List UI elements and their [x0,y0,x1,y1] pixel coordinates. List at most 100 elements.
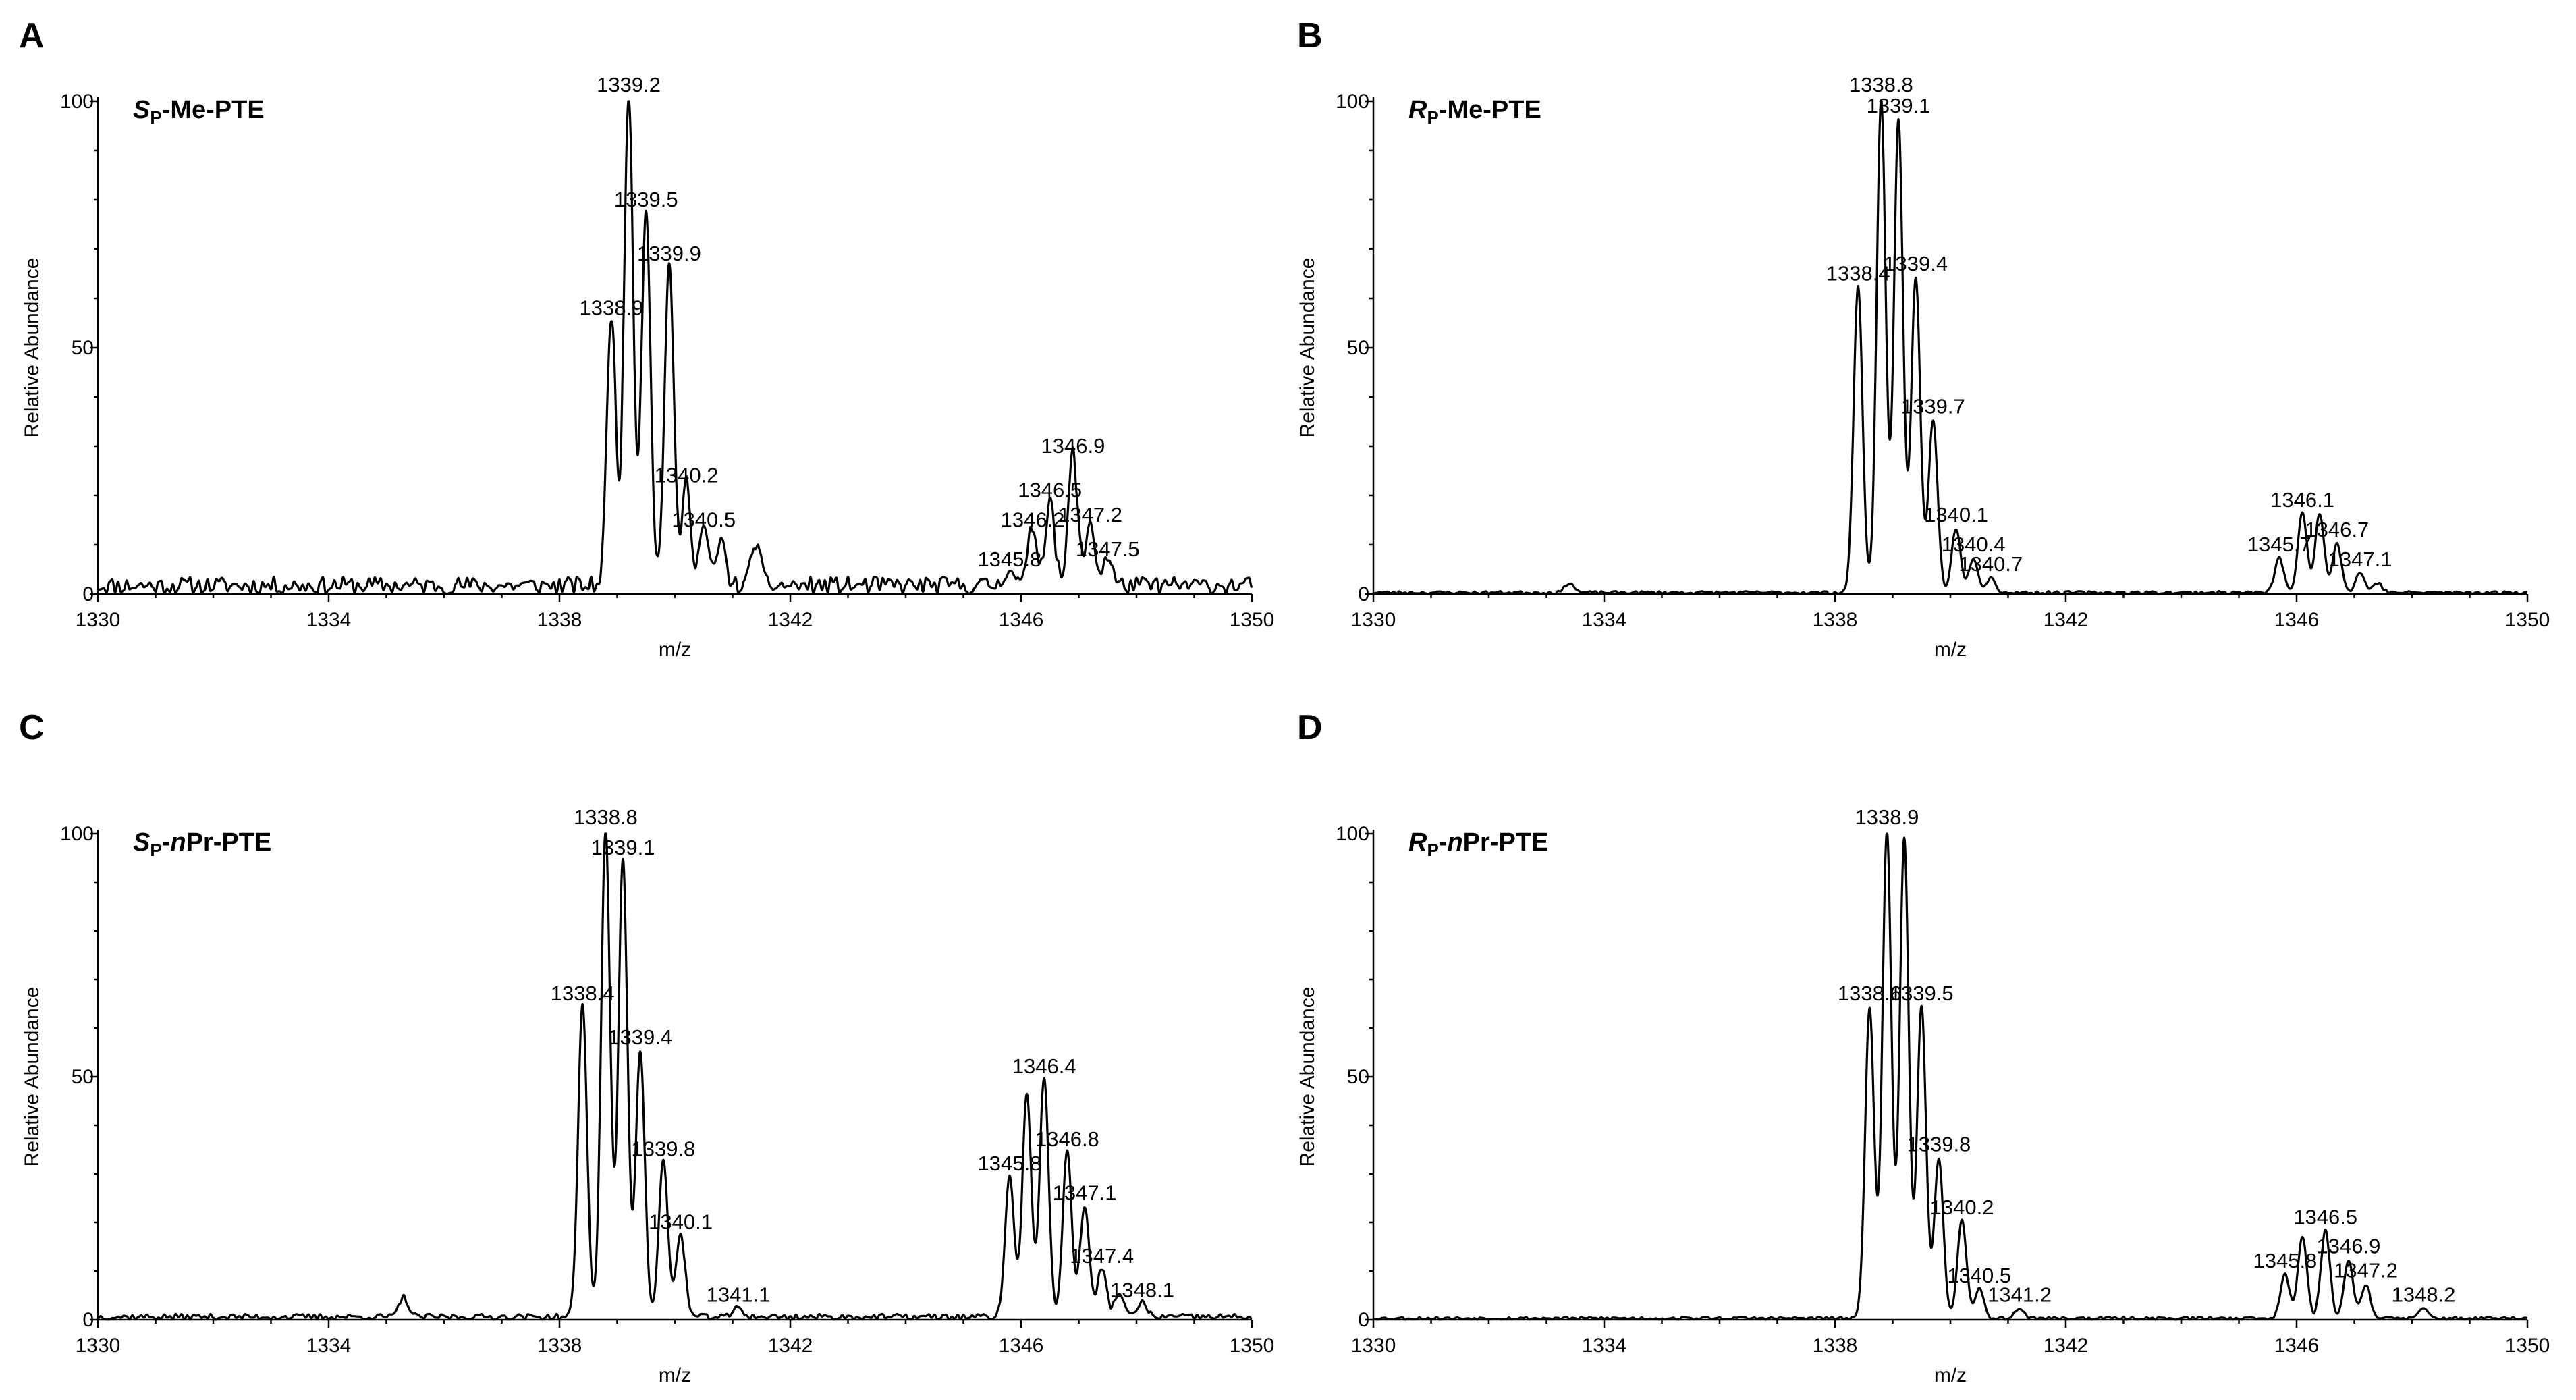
peak-label: 1339.5 [614,188,678,211]
y-axis-title: Relative Abundance [1296,987,1319,1167]
panel-title-part: P [150,840,161,860]
peak-label: 1339.4 [1884,252,1948,275]
y-axis-title: Relative Abundance [1296,258,1319,438]
y-tick-label: 100 [60,823,94,845]
panel-title: RP-nPr-PTE [1408,828,1548,860]
peak-label: 1339.4 [608,1025,672,1049]
peak-label: 1339.8 [631,1137,695,1161]
panel-title-part: P [150,107,161,128]
y-tick-label: 0 [82,1309,94,1331]
x-axis-title: m/z [1934,639,1967,661]
x-axis-title: m/z [1934,1364,1967,1386]
x-tick-label: 1334 [306,1335,352,1357]
x-tick-label: 1350 [2505,609,2550,631]
panel-title-part: R [1408,828,1427,857]
x-tick-label: 1346 [999,609,1044,631]
panel-title-part: R [1408,96,1427,124]
peak-label: 1346.8 [1035,1127,1099,1151]
peak-label: 1339.8 [1907,1132,1971,1156]
panel-title: SP-nPr-PTE [133,828,271,860]
peak-label: 1348.2 [2392,1283,2456,1307]
peak-label: 1348.1 [1110,1278,1174,1301]
peak-label: 1347.1 [1053,1181,1117,1204]
peak-label: 1347.2 [2334,1259,2398,1283]
x-tick-label: 1350 [1230,1335,1275,1357]
peak-label: 1347.1 [2328,547,2392,571]
panel-title-part: - [162,828,171,857]
peak-label: 1345.8 [977,547,1041,571]
y-tick-label: 0 [82,583,94,605]
peak-label: 1339.2 [597,73,661,97]
peak-label: 1340.2 [655,464,719,487]
x-tick-label: 1338 [537,1335,582,1357]
peak-label: 1345.7 [2247,533,2311,556]
panel-a: A 0 50 100 1330 1334 1338 1342 1346 1350 m/z Relati… [19,16,1274,661]
peak-label: 1338.8 [1849,73,1913,97]
peak-label: 1346.9 [2317,1235,2381,1258]
panel-letter: A [19,16,45,55]
x-tick-label: 1330 [76,1335,121,1357]
peak-label: 1338.4 [1826,261,1890,285]
x-tick-label: 1342 [2044,609,2089,631]
peak-label: 1341.2 [1988,1283,2052,1307]
peak-label: 1346.4 [1012,1054,1076,1078]
peak-label: 1338.9 [1855,805,1919,829]
y-tick-label: 0 [1358,583,1369,605]
peak-label: 1339.1 [591,836,655,859]
x-tick-label: 1350 [1230,609,1275,631]
panel-title: RP-Me-PTE [1408,96,1541,128]
peak-label: 1339.5 [1890,981,1954,1005]
panel-title-part: Pr-PTE [1463,828,1549,857]
peak-label: 1345.8 [977,1152,1041,1175]
y-tick-label: 100 [1336,823,1369,845]
peak-label: 1338.4 [551,981,615,1005]
panel-title-part: -Me-PTE [162,96,265,124]
x-tick-label: 1338 [1813,1335,1858,1357]
peak-label: 1340.1 [1924,503,1988,527]
peak-label: 1346.7 [2305,518,2369,541]
panel-title-part: Pr-PTE [186,828,272,857]
peak-label: 1347.4 [1070,1244,1134,1268]
y-axis-title: Relative Abundance [21,258,43,438]
x-tick-label: 1338 [537,609,582,631]
y-tick-label: 50 [72,1066,94,1088]
x-tick-label: 1334 [306,609,352,631]
peak-label: 1347.2 [1058,503,1122,527]
panel-title-part: S [133,828,150,857]
x-tick-label: 1334 [1582,609,1627,631]
x-tick-label: 1342 [768,609,813,631]
panel-title-part: S [133,96,150,124]
x-tick-label: 1330 [1351,1335,1396,1357]
peak-label: 1338.8 [574,805,638,829]
panel-title: SP-Me-PTE [133,96,265,128]
y-tick-label: 50 [72,337,94,359]
x-axis-title: m/z [659,639,691,661]
panel-title-part: n [170,828,186,857]
peak-label: 1339.1 [1867,94,1931,117]
peak-label: 1345.8 [2253,1249,2317,1272]
y-tick-label: 100 [60,90,94,113]
peak-label: 1339.7 [1901,395,1965,419]
x-tick-label: 1330 [1351,609,1396,631]
y-tick-label: 50 [1347,337,1369,359]
x-tick-label: 1346 [2274,1335,2320,1357]
x-tick-label: 1338 [1813,609,1858,631]
peak-label: 1346.2 [1001,508,1065,531]
x-axis-title: m/z [659,1364,691,1386]
panel-title-part: - [1439,828,1448,857]
y-tick-label: 100 [1336,90,1369,113]
x-tick-label: 1330 [76,609,121,631]
x-tick-label: 1350 [2505,1335,2550,1357]
x-tick-label: 1346 [2274,609,2320,631]
x-tick-label: 1334 [1582,1335,1627,1357]
peak-label: 1347.5 [1076,537,1140,561]
panel-title-part: P [1427,107,1438,128]
peak-label: 1346.1 [2270,488,2334,512]
panel-title-part: n [1447,828,1462,857]
x-tick-label: 1342 [768,1335,813,1357]
